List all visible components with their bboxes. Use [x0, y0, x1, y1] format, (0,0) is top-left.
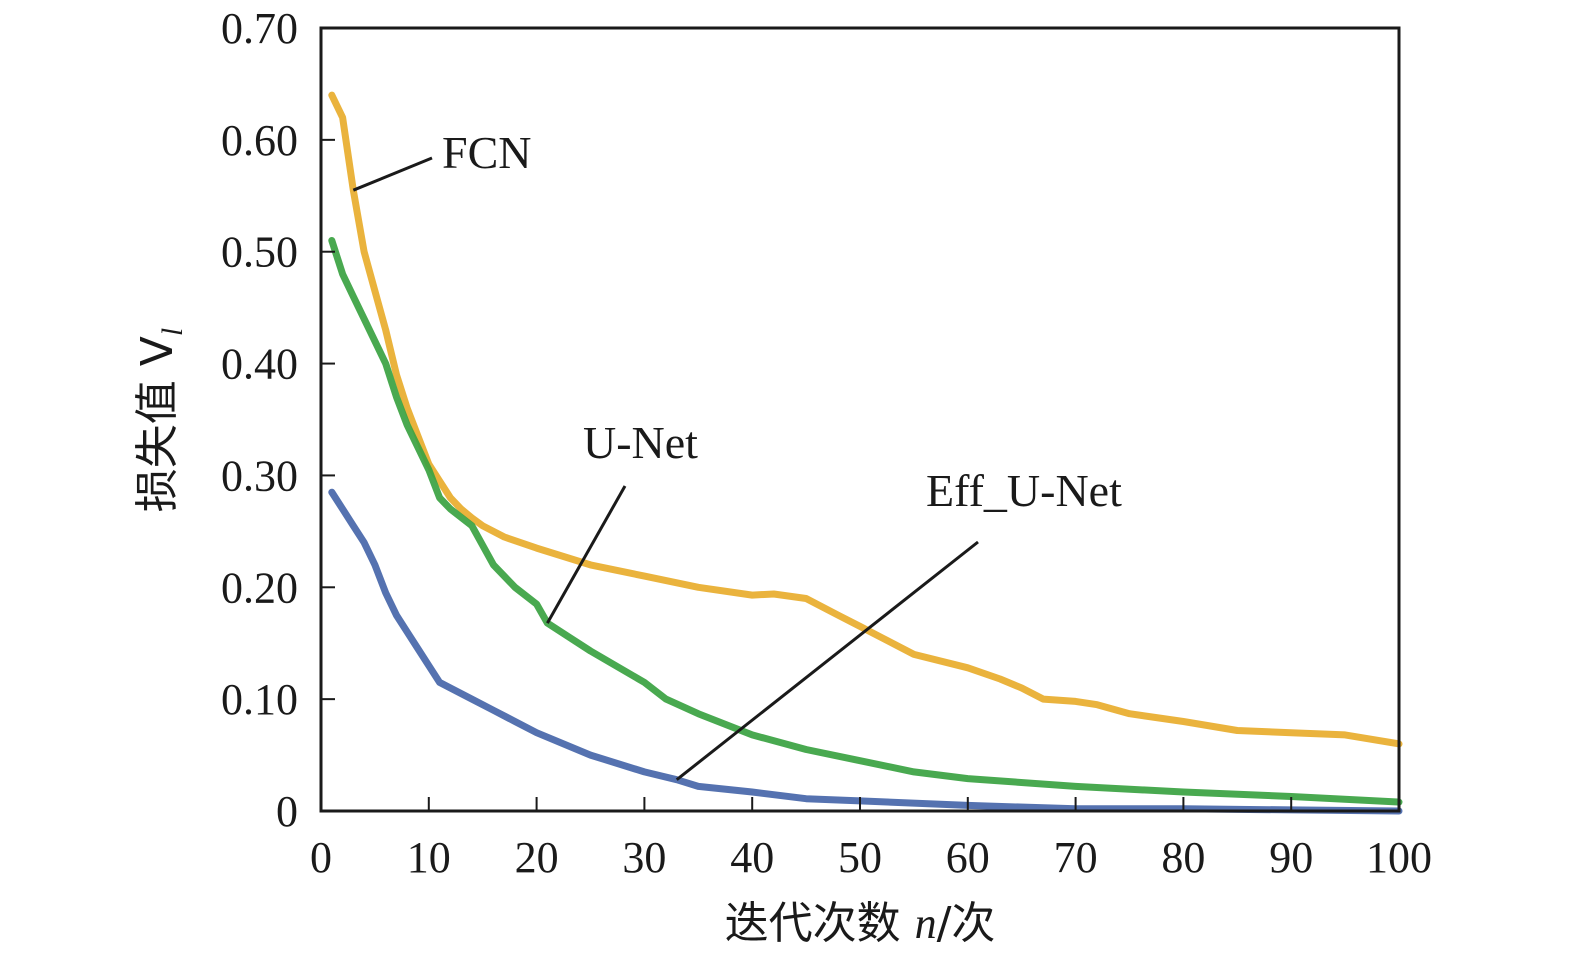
x-tick-label-40: 40 [730, 833, 774, 882]
y-tick-label-0.10: 0.10 [221, 675, 298, 724]
x-tick-label-60: 60 [946, 833, 990, 882]
y-axis-title-subscript: l [156, 328, 189, 336]
x-tick-label-100: 100 [1366, 833, 1432, 882]
x-axis-title-suffix: /次 [937, 898, 996, 949]
leader-line-eff-u-net [675, 540, 979, 781]
leader-line-u-net [546, 485, 627, 624]
series-label-fcn: FCN [442, 127, 531, 178]
annotation-layer: FCN U-Net Eff_U-Net [352, 127, 1122, 781]
series-label-u-net: U-Net [583, 417, 698, 468]
x-tick-label-10: 10 [407, 833, 451, 882]
y-axis-title-prefix: 损失值 V [132, 336, 183, 512]
series-line-eff-u-net [328, 488, 1403, 815]
y-tick-label-0.70: 0.70 [221, 4, 298, 53]
x-tick-label-80: 80 [1161, 833, 1205, 882]
ticks-layer: 0 10 20 30 40 50 60 70 80 90 100 0 0.10 0.20 0.30 0.40 0… [221, 4, 1432, 882]
x-tick-label-90: 90 [1269, 833, 1313, 882]
y-tick-label-0.50: 0.50 [221, 228, 298, 277]
leader-line-fcn [352, 156, 433, 192]
series-label-eff-u-net: Eff_U-Net [926, 465, 1122, 516]
x-tick-label-30: 30 [622, 833, 666, 882]
x-tick-label-50: 50 [838, 833, 882, 882]
y-tick-label-0.60: 0.60 [221, 116, 298, 165]
x-tick-label-70: 70 [1054, 833, 1098, 882]
x-axis-title-variable: n [915, 899, 937, 948]
x-tick-label-0: 0 [310, 833, 332, 882]
x-tick-label-20: 20 [515, 833, 559, 882]
x-axis-title: 迭代次数 n/次 [725, 898, 996, 949]
y-tick-label-0.30: 0.30 [221, 451, 298, 500]
series-line-fcn [328, 91, 1403, 748]
x-axis-title-prefix: 迭代次数 [725, 898, 915, 949]
y-tick-label-0.40: 0.40 [221, 340, 298, 389]
series-line-u-net [328, 237, 1403, 806]
series-layer [328, 91, 1403, 815]
y-axis-title: 损失值 Vl [132, 328, 189, 512]
y-tick-label-0: 0 [276, 787, 298, 836]
y-tick-label-0.20: 0.20 [221, 563, 298, 612]
